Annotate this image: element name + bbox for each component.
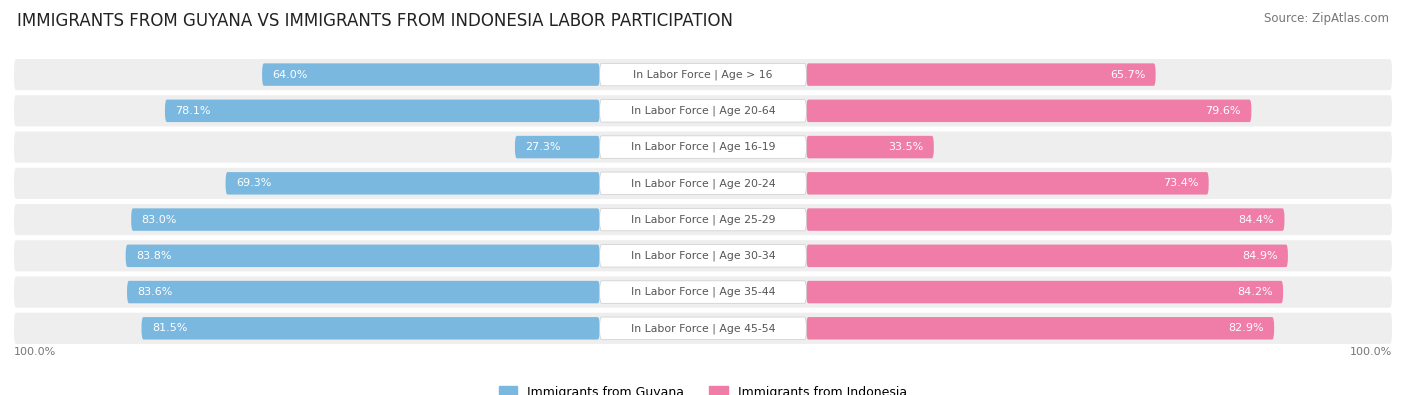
FancyBboxPatch shape: [599, 172, 807, 195]
FancyBboxPatch shape: [599, 63, 807, 86]
FancyBboxPatch shape: [807, 136, 934, 158]
Text: 65.7%: 65.7%: [1109, 70, 1146, 79]
FancyBboxPatch shape: [599, 136, 807, 158]
FancyBboxPatch shape: [14, 95, 1392, 126]
FancyBboxPatch shape: [599, 317, 807, 340]
Text: In Labor Force | Age 25-29: In Labor Force | Age 25-29: [631, 214, 775, 225]
Text: 79.6%: 79.6%: [1205, 106, 1241, 116]
Legend: Immigrants from Guyana, Immigrants from Indonesia: Immigrants from Guyana, Immigrants from …: [499, 386, 907, 395]
Text: 73.4%: 73.4%: [1163, 178, 1198, 188]
Text: In Labor Force | Age 45-54: In Labor Force | Age 45-54: [631, 323, 775, 333]
Text: 69.3%: 69.3%: [236, 178, 271, 188]
Text: In Labor Force | Age 35-44: In Labor Force | Age 35-44: [631, 287, 775, 297]
FancyBboxPatch shape: [14, 59, 1392, 90]
FancyBboxPatch shape: [599, 281, 807, 303]
FancyBboxPatch shape: [807, 100, 1251, 122]
Text: 83.8%: 83.8%: [136, 251, 172, 261]
Text: IMMIGRANTS FROM GUYANA VS IMMIGRANTS FROM INDONESIA LABOR PARTICIPATION: IMMIGRANTS FROM GUYANA VS IMMIGRANTS FRO…: [17, 12, 733, 30]
FancyBboxPatch shape: [807, 245, 1288, 267]
Text: 83.6%: 83.6%: [138, 287, 173, 297]
Text: 64.0%: 64.0%: [273, 70, 308, 79]
Text: 100.0%: 100.0%: [14, 347, 56, 357]
FancyBboxPatch shape: [599, 208, 807, 231]
Text: In Labor Force | Age 20-24: In Labor Force | Age 20-24: [631, 178, 775, 188]
Text: In Labor Force | Age 20-64: In Labor Force | Age 20-64: [631, 105, 775, 116]
FancyBboxPatch shape: [14, 313, 1392, 344]
FancyBboxPatch shape: [14, 204, 1392, 235]
FancyBboxPatch shape: [14, 240, 1392, 271]
Text: 100.0%: 100.0%: [1350, 347, 1392, 357]
FancyBboxPatch shape: [131, 208, 599, 231]
FancyBboxPatch shape: [125, 245, 599, 267]
Text: 83.0%: 83.0%: [142, 214, 177, 225]
FancyBboxPatch shape: [142, 317, 599, 340]
Text: In Labor Force | Age 30-34: In Labor Force | Age 30-34: [631, 250, 775, 261]
FancyBboxPatch shape: [225, 172, 599, 195]
FancyBboxPatch shape: [14, 276, 1392, 308]
FancyBboxPatch shape: [515, 136, 599, 158]
FancyBboxPatch shape: [599, 100, 807, 122]
FancyBboxPatch shape: [127, 281, 599, 303]
Text: 78.1%: 78.1%: [176, 106, 211, 116]
FancyBboxPatch shape: [807, 281, 1284, 303]
FancyBboxPatch shape: [807, 63, 1156, 86]
Text: 27.3%: 27.3%: [526, 142, 561, 152]
Text: 33.5%: 33.5%: [889, 142, 924, 152]
FancyBboxPatch shape: [599, 245, 807, 267]
FancyBboxPatch shape: [165, 100, 599, 122]
Text: In Labor Force | Age 16-19: In Labor Force | Age 16-19: [631, 142, 775, 152]
FancyBboxPatch shape: [807, 208, 1285, 231]
Text: 81.5%: 81.5%: [152, 324, 187, 333]
Text: In Labor Force | Age > 16: In Labor Force | Age > 16: [633, 70, 773, 80]
FancyBboxPatch shape: [14, 168, 1392, 199]
Text: 84.2%: 84.2%: [1237, 287, 1272, 297]
Text: 82.9%: 82.9%: [1229, 324, 1264, 333]
FancyBboxPatch shape: [14, 132, 1392, 163]
FancyBboxPatch shape: [807, 172, 1209, 195]
Text: 84.9%: 84.9%: [1241, 251, 1278, 261]
FancyBboxPatch shape: [262, 63, 599, 86]
Text: Source: ZipAtlas.com: Source: ZipAtlas.com: [1264, 12, 1389, 25]
Text: 84.4%: 84.4%: [1239, 214, 1274, 225]
FancyBboxPatch shape: [807, 317, 1274, 340]
